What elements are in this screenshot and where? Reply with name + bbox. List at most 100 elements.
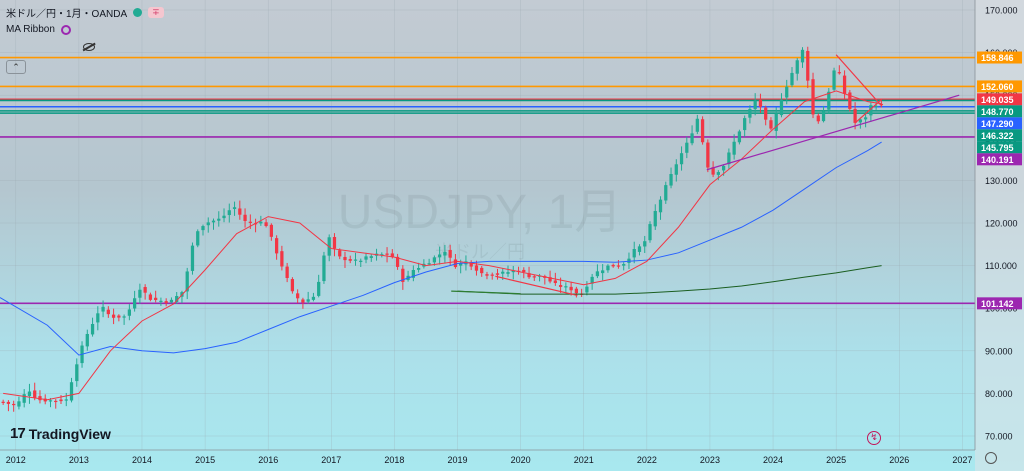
candle-body: [364, 256, 368, 260]
candle-body: [27, 391, 32, 396]
candle-body: [695, 118, 699, 132]
candle-body: [6, 401, 11, 404]
candle-body: [532, 276, 536, 278]
price-level-tag-label: 149.035: [981, 95, 1014, 105]
price-level-tag: [977, 297, 1022, 310]
candle-body: [490, 274, 494, 276]
candle-body: [811, 79, 815, 115]
time-tick-label: 2020: [511, 455, 531, 465]
candle-body: [96, 313, 100, 323]
candle-body: [206, 222, 210, 226]
candle-body: [290, 279, 295, 292]
candle-body: [296, 293, 300, 299]
candle-body: [669, 174, 673, 186]
tradingview-mark-icon: 17: [10, 425, 26, 442]
candle-body: [879, 103, 884, 106]
candle-body: [101, 306, 105, 312]
indicator-settings-icon[interactable]: [60, 24, 71, 35]
candle-body: [159, 300, 163, 302]
candle-body: [632, 249, 636, 258]
watermark-name: 米ドル／円: [435, 242, 525, 262]
candle-body: [842, 75, 847, 94]
price-level-tag-label: 145.795: [981, 143, 1014, 153]
collapse-legend-button[interactable]: ⌃: [6, 60, 26, 74]
candle-body: [690, 133, 694, 144]
candle-body: [274, 238, 279, 254]
candle-body: [869, 105, 873, 116]
trendline: [451, 290, 521, 295]
candle-body: [12, 403, 16, 406]
candle-body: [574, 288, 579, 294]
candle-body: [148, 294, 153, 300]
candle-body: [664, 185, 668, 201]
price-axis: 70.00080.00090.000100.000110.000120.0001…: [974, 0, 1024, 471]
price-level-tag: [977, 129, 1022, 142]
candle-body: [64, 399, 68, 401]
more-indicator-badge[interactable]: ∓: [148, 7, 164, 18]
time-tick-label: 2016: [258, 455, 278, 465]
price-tick-label: 80.000: [985, 389, 1013, 399]
candle-body: [685, 142, 689, 153]
candle-body: [522, 269, 526, 273]
symbol-legend: 米ドル／円・1月・OANDA ∓: [6, 5, 164, 20]
candle-body: [90, 323, 95, 335]
candle-body: [17, 401, 21, 407]
symbol-title: 米ドル／円・1月・OANDA: [6, 9, 128, 20]
candle-body: [248, 221, 252, 223]
price-level-tag: [977, 117, 1022, 130]
candle-body: [853, 108, 857, 123]
price-tick-label: 130.000: [985, 176, 1018, 186]
settings-gear-icon[interactable]: [985, 452, 997, 464]
candle-body: [611, 264, 615, 267]
indicator-label[interactable]: MA Ribbon: [6, 24, 55, 35]
candle-body: [601, 270, 605, 274]
trendline: [854, 99, 882, 124]
candle-body: [758, 99, 763, 107]
lightning-icon[interactable]: ↯: [867, 431, 881, 445]
time-tick-label: 2026: [889, 455, 909, 465]
candle-body: [59, 399, 63, 402]
time-tick-label: 2018: [384, 455, 404, 465]
price-level-tag-label: 146.322: [981, 131, 1014, 141]
candle-body: [700, 119, 705, 143]
candle-body: [332, 237, 337, 249]
time-tick-label: 2025: [826, 455, 846, 465]
candle-body: [737, 131, 742, 143]
candle-body: [748, 108, 752, 118]
candle-body: [753, 100, 757, 110]
candle-body: [285, 266, 289, 278]
trendline: [495, 275, 578, 297]
candle-body: [785, 86, 789, 98]
candle-body: [390, 253, 394, 257]
hide-indicator-icon[interactable]: [83, 43, 95, 51]
candle-body: [427, 263, 431, 265]
candle-body: [164, 301, 168, 303]
candle-body: [196, 231, 200, 246]
candle-body: [48, 400, 53, 402]
candle-body: [769, 120, 773, 129]
trendline: [835, 54, 883, 107]
candle-body: [721, 165, 726, 171]
candle-body: [143, 287, 147, 293]
candle-body: [269, 224, 273, 237]
time-tick-label: 2021: [574, 455, 594, 465]
candle-body: [511, 270, 515, 273]
candle-body: [227, 210, 231, 216]
candle-body: [858, 119, 862, 123]
candle-body: [54, 400, 58, 403]
candles: [1, 46, 884, 412]
candle-body: [480, 267, 484, 274]
candle-body: [222, 215, 226, 219]
candle-body: [359, 260, 363, 262]
candle-body: [711, 167, 715, 175]
candle-body: [774, 113, 778, 131]
candle-body: [827, 91, 831, 110]
candle-body: [658, 199, 663, 213]
price-tick-label: 90.000: [985, 346, 1013, 356]
candle-body: [169, 299, 174, 303]
candle-body: [837, 72, 841, 74]
time-tick-label: 2027: [952, 455, 972, 465]
candle-body: [443, 251, 447, 256]
